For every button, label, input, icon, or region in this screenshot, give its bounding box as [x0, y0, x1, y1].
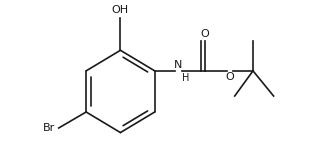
Text: O: O	[226, 72, 235, 82]
Text: H: H	[182, 73, 189, 83]
Text: OH: OH	[112, 5, 129, 15]
Text: Br: Br	[43, 123, 55, 133]
Text: O: O	[201, 29, 209, 39]
Text: N: N	[173, 60, 182, 70]
